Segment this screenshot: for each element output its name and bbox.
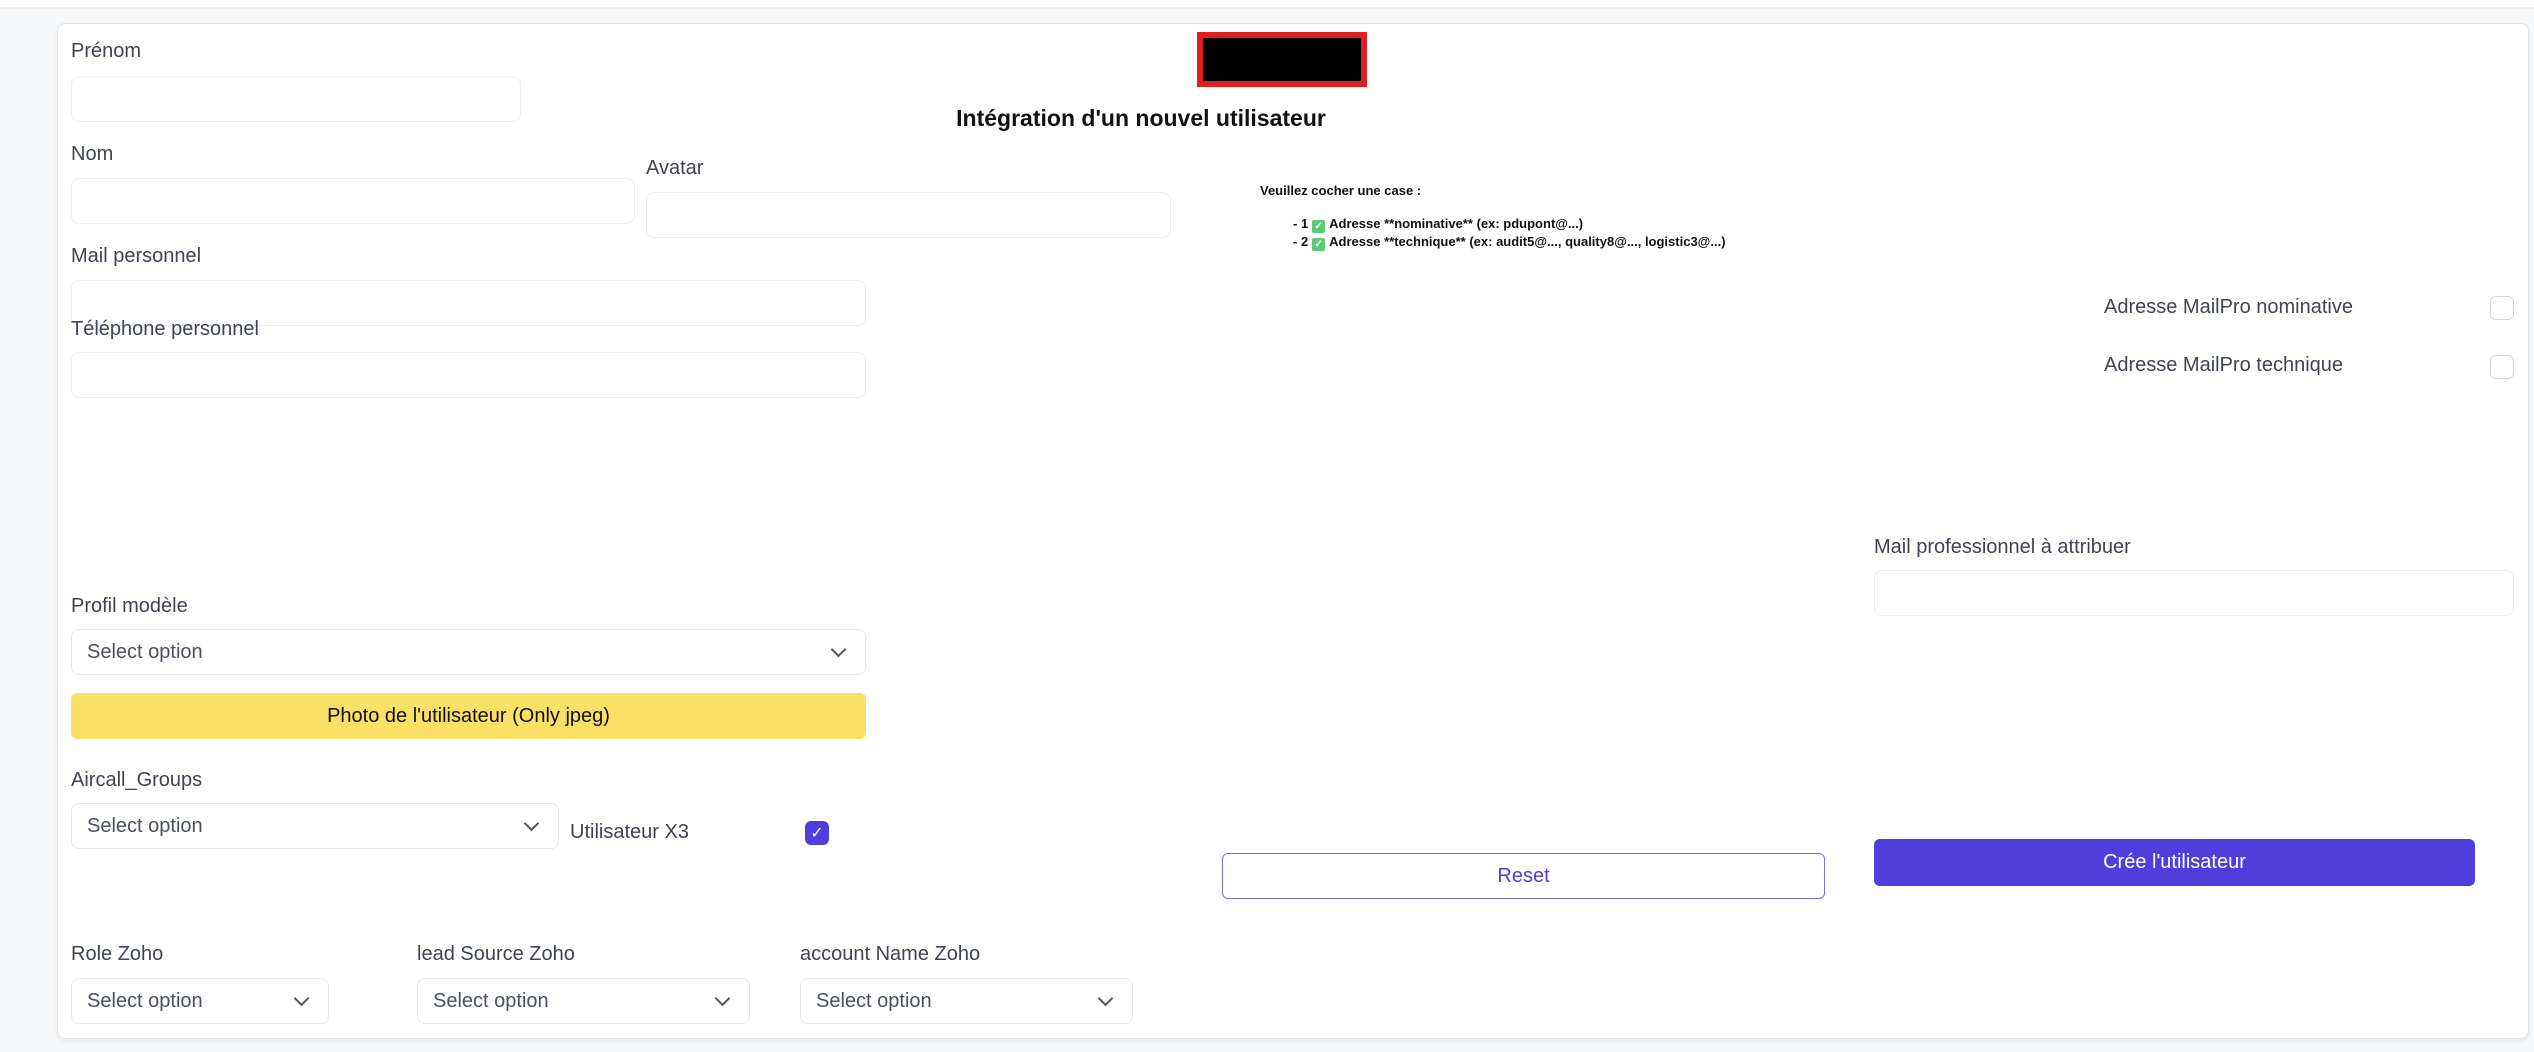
mailpro-nominative-checkbox[interactable] bbox=[2490, 296, 2514, 320]
first-name-label: Prénom bbox=[71, 40, 142, 62]
avatar-label: Avatar bbox=[646, 157, 704, 179]
personal-mail-label: Mail personnel bbox=[71, 245, 202, 267]
mailpro-technique-label: Adresse MailPro technique bbox=[2104, 354, 2344, 376]
pro-mail-input[interactable] bbox=[1874, 570, 2514, 616]
page-title: Intégration d'un nouvel utilisateur bbox=[956, 105, 1326, 131]
instruction-prefix: - 2 bbox=[1293, 234, 1309, 249]
chevron-down-icon bbox=[1097, 990, 1114, 1006]
chevron-down-icon bbox=[714, 990, 731, 1006]
last-name-label: Nom bbox=[71, 143, 114, 165]
reset-button[interactable]: Reset bbox=[1222, 853, 1825, 899]
last-name-input[interactable] bbox=[71, 178, 635, 224]
role-zoho-label: Role Zoho bbox=[71, 943, 164, 965]
aircall-groups-label: Aircall_Groups bbox=[71, 769, 203, 791]
checkmark-icon: ✓ bbox=[1312, 220, 1326, 233]
personal-mail-input[interactable] bbox=[71, 280, 866, 326]
aircall-groups-select[interactable]: Select option bbox=[71, 803, 559, 849]
select-value: Select option bbox=[87, 814, 203, 837]
personal-phone-label: Téléphone personnel bbox=[71, 318, 259, 340]
lead-source-zoho-label: lead Source Zoho bbox=[417, 943, 575, 965]
instructions-heading: Veuillez cocher une case : bbox=[1260, 183, 1422, 198]
checkmark-icon: ✓ bbox=[1312, 238, 1326, 251]
x3-user-label: Utilisateur X3 bbox=[570, 821, 689, 843]
create-user-button[interactable]: Crée l'utilisateur bbox=[1874, 839, 2475, 886]
select-value: Select option bbox=[87, 989, 203, 1012]
first-name-input[interactable] bbox=[71, 76, 521, 122]
instruction-text: Adresse **nominative** (ex: pdupont@...) bbox=[1329, 216, 1584, 231]
instruction-prefix: - 1 bbox=[1293, 216, 1309, 231]
select-value: Select option bbox=[433, 989, 549, 1012]
select-value: Select option bbox=[816, 989, 932, 1012]
check-icon: ✓ bbox=[810, 825, 824, 842]
profile-model-label: Profil modèle bbox=[71, 595, 188, 617]
instruction-text: Adresse **technique** (ex: audit5@..., q… bbox=[1329, 234, 1726, 249]
chevron-down-icon bbox=[293, 990, 310, 1006]
select-value: Select option bbox=[87, 640, 203, 663]
photo-upload-button[interactable]: Photo de l'utilisateur (Only jpeg) bbox=[71, 693, 866, 739]
avatar-input[interactable] bbox=[646, 192, 1171, 238]
profile-model-select[interactable]: Select option bbox=[71, 629, 866, 675]
chevron-down-icon bbox=[523, 815, 540, 831]
role-zoho-select[interactable]: Select option bbox=[71, 978, 329, 1024]
instruction-item-2: - 2 ✓ Adresse **technique** (ex: audit5@..… bbox=[1293, 234, 1726, 251]
pro-mail-label: Mail professionnel à attribuer bbox=[1874, 536, 2131, 558]
personal-phone-input[interactable] bbox=[71, 352, 866, 398]
mailpro-technique-checkbox[interactable] bbox=[2490, 355, 2514, 379]
instruction-item-1: - 1 ✓ Adresse **nominative** (ex: pdupont@… bbox=[1293, 216, 1583, 233]
account-name-zoho-select[interactable]: Select option bbox=[800, 978, 1133, 1024]
chevron-down-icon bbox=[830, 641, 847, 657]
redacted-logo bbox=[1197, 32, 1367, 87]
lead-source-zoho-select[interactable]: Select option bbox=[417, 978, 750, 1024]
mailpro-nominative-label: Adresse MailPro nominative bbox=[2104, 296, 2353, 318]
top-bar bbox=[0, 0, 2534, 9]
x3-user-checkbox[interactable]: ✓ bbox=[805, 821, 829, 845]
account-name-zoho-label: account Name Zoho bbox=[800, 943, 981, 965]
